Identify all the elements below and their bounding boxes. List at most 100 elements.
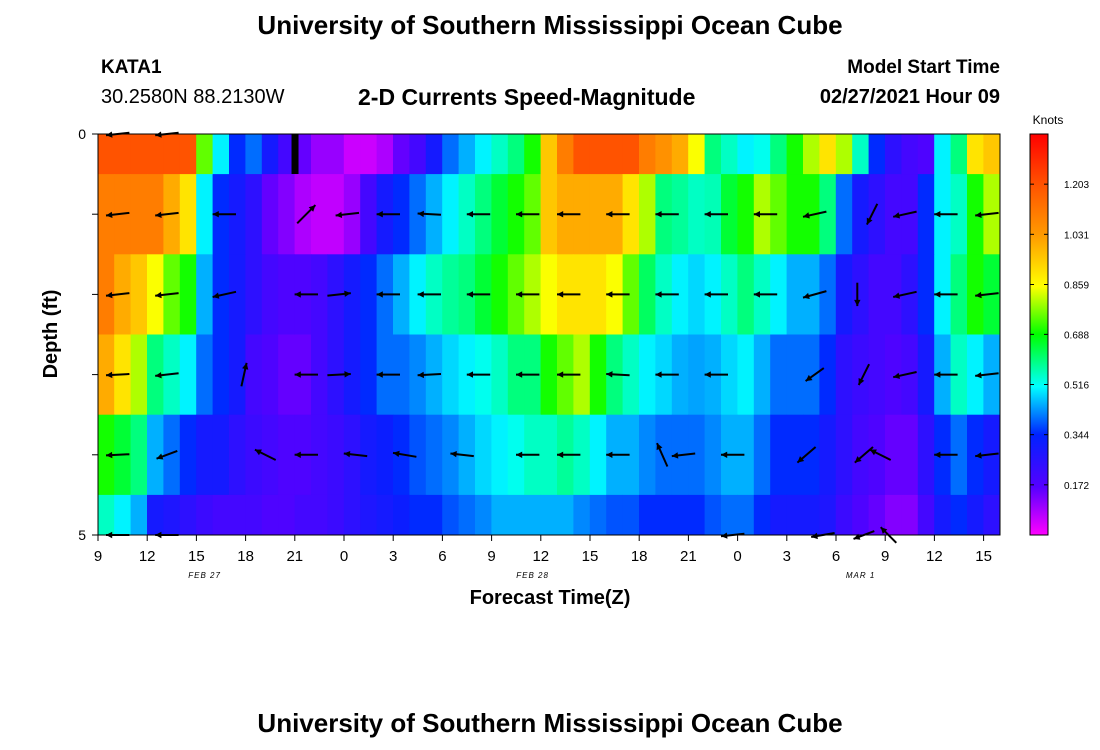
heatmap-cell (721, 134, 738, 175)
current-vector (975, 372, 999, 379)
heatmap-cell (803, 414, 820, 496)
current-vector (720, 532, 745, 539)
heatmap-cell (589, 174, 607, 255)
current-vector (212, 211, 236, 218)
heatmap-cell (917, 494, 935, 536)
current-vector (417, 371, 442, 379)
current-vector (466, 211, 491, 218)
heatmap-cell (393, 494, 410, 536)
heatmap-cell (327, 494, 345, 536)
heatmap-cell (639, 134, 656, 175)
current-vector (516, 371, 540, 378)
heatmap-cell (229, 174, 246, 255)
heatmap-cell (475, 494, 492, 536)
x-tick-label: 12 (926, 548, 943, 565)
y-tick-label: 0 (78, 126, 86, 142)
heatmap-cell (737, 134, 755, 175)
current-vector (254, 448, 277, 461)
current-vector (857, 363, 870, 386)
heatmap-cell (130, 174, 148, 255)
heatmap-cell (245, 254, 263, 335)
heatmap-cell (786, 174, 804, 255)
heatmap-cell (147, 254, 164, 335)
heatmap-cell (360, 174, 377, 255)
colorbar-tick-label: 0.688 (1064, 330, 1089, 341)
heatmap-cell (770, 254, 787, 335)
model-start-marker (291, 134, 299, 174)
current-vector (606, 291, 630, 298)
heatmap-cell (688, 494, 705, 536)
heatmap-cell (934, 494, 951, 536)
footer-title: University of Southern Mississippi Ocean… (257, 708, 843, 738)
heatmap-cell (212, 414, 230, 496)
current-vector (376, 291, 400, 298)
heatmap-cell (376, 414, 394, 496)
heatmap-cell (917, 254, 935, 335)
heatmap-cell (540, 414, 558, 496)
x-tick-label: 0 (340, 548, 348, 565)
heatmap-cell (524, 494, 541, 536)
heatmap-cell (622, 174, 640, 255)
heatmap-cell (967, 254, 984, 335)
heatmap-cell (852, 334, 869, 416)
heatmap-cell (540, 494, 558, 536)
heatmap-cell (311, 334, 328, 416)
heatmap-cell (97, 174, 115, 255)
current-vector (753, 291, 778, 298)
heatmap-cell (360, 134, 377, 175)
heatmap-cell (557, 494, 574, 536)
current-vector (802, 210, 827, 219)
heatmap-cell (852, 174, 869, 255)
current-vector (294, 371, 318, 378)
heatmap-cell (491, 494, 509, 536)
heatmap-cell (737, 414, 755, 496)
heatmap-cell (852, 254, 869, 335)
heatmap-cell (458, 494, 476, 536)
current-vector (892, 371, 917, 379)
current-vector (294, 451, 318, 458)
current-vector (557, 291, 581, 298)
current-vector (327, 371, 351, 378)
current-vector (805, 367, 825, 382)
current-vector (376, 371, 400, 378)
heatmap-cell (278, 494, 295, 536)
heatmap-cell (573, 334, 591, 416)
heatmap-cell (442, 334, 459, 416)
heatmap-cell (393, 254, 410, 335)
heatmap-cell (901, 414, 919, 496)
heatmap-cell (147, 494, 164, 536)
heatmap-cell (901, 174, 919, 255)
heatmap-cell (950, 174, 968, 255)
heatmap-cell (622, 334, 640, 416)
heatmap-cell (868, 174, 886, 255)
current-vector (671, 452, 696, 459)
heatmap-cell (278, 254, 295, 335)
heatmap-cell (409, 134, 427, 175)
heatmap-cell (278, 414, 295, 496)
x-tick-label: 6 (438, 548, 446, 565)
heatmap-cell (196, 174, 213, 255)
x-tick-label: 18 (237, 548, 254, 565)
current-vector (392, 450, 417, 458)
date-label: FEB 27 (188, 571, 221, 580)
heatmap-cell (311, 174, 328, 255)
heatmap-cell (868, 414, 886, 496)
heatmap-cell (983, 494, 1001, 536)
heatmap-cell (786, 494, 804, 536)
heatmap-cell (311, 414, 328, 496)
current-vector (606, 451, 630, 458)
current-vector (869, 448, 892, 461)
heatmap-cell (360, 334, 377, 416)
heatmap-cell (655, 414, 673, 496)
current-vector (335, 211, 360, 218)
heatmap-cell (360, 254, 377, 335)
heatmap-cell (704, 134, 722, 175)
heatmap-cell (950, 254, 968, 335)
heatmap-cell (196, 134, 213, 175)
heatmap-cell (868, 134, 886, 175)
current-vector (105, 291, 130, 299)
heatmap-cell (819, 134, 837, 175)
heatmap-cell (737, 494, 755, 536)
current-vector (327, 290, 351, 297)
heatmap-cell (147, 174, 164, 255)
